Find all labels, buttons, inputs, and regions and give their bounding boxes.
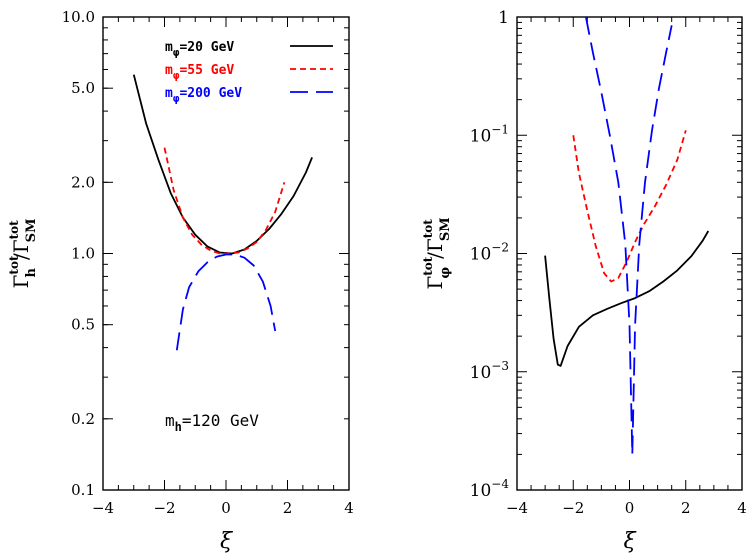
y-tick-label: 1 — [498, 8, 509, 28]
legend-label-part: φ — [173, 69, 180, 82]
x-tick-label: 4 — [737, 499, 747, 517]
y-tick-base: 10 — [470, 245, 492, 265]
y-axis-label-part: h — [24, 267, 39, 277]
y-tick-base: 10 — [470, 481, 492, 501]
y-tick-label: 5.0 — [71, 79, 95, 97]
y-tick-label: 1.0 — [71, 245, 95, 263]
y-tick-exponent: −1 — [491, 122, 509, 136]
x-tick-label: 0 — [221, 499, 231, 517]
legend-label-part: =200 GeV — [179, 86, 242, 101]
y-axis-label-part: SM — [24, 219, 39, 243]
y-axis-label-part: tot — [421, 219, 435, 239]
legend-label-part: =20 GeV — [179, 40, 234, 55]
y-tick-label: 0.5 — [71, 316, 95, 334]
series-line-1 — [163, 147, 286, 255]
series-line-2 — [585, 17, 673, 456]
y-tick-base: 10 — [470, 126, 492, 146]
x-axis-label: ξ — [220, 529, 234, 554]
plot-frame — [516, 16, 743, 491]
x-tick-label: −4 — [92, 499, 114, 517]
y-tick-label: 10−2 — [470, 241, 509, 265]
annotation: mh=120 GeV — [165, 411, 259, 434]
y-tick-exponent: −3 — [491, 359, 509, 373]
x-axis-label: ξ — [623, 529, 637, 554]
legend-label-part: φ — [173, 46, 180, 59]
x-tick-label: 2 — [283, 499, 293, 517]
x-tick-label: −4 — [506, 499, 528, 517]
x-tick-label: −2 — [153, 499, 175, 517]
legend-label: mφ=200 GeV — [165, 86, 242, 105]
y-tick-label: 0.2 — [71, 410, 95, 428]
y-axis-label-part: /Γ — [9, 239, 33, 260]
y-tick-base: 1 — [498, 8, 509, 28]
annotation-part: m — [165, 411, 175, 430]
y-axis-label-part: /Γ — [423, 238, 447, 259]
y-axis-label-part: tot — [7, 220, 21, 240]
legend-label-part: m — [165, 63, 173, 78]
y-tick-label: 10−4 — [470, 477, 510, 501]
y-axis-label-part: Γ — [9, 274, 33, 288]
annotation-part: =120 GeV — [182, 411, 259, 430]
x-tick-label: 4 — [344, 499, 354, 517]
series-line-2 — [175, 253, 277, 351]
legend-label: mφ=20 GeV — [165, 40, 234, 59]
y-tick-label: 10−1 — [470, 122, 509, 146]
x-tick-label: 2 — [681, 499, 691, 517]
y-tick-label: 10.0 — [62, 8, 95, 26]
legend-label-part: m — [165, 86, 173, 101]
series-line-0 — [132, 74, 313, 255]
series-line-0 — [544, 230, 710, 367]
series-group — [544, 17, 710, 456]
x-tick-label: −2 — [562, 499, 584, 517]
y-axis-label-part: tot — [421, 256, 435, 276]
legend-label-part: m — [165, 40, 173, 55]
y-axis-label-part: φ — [438, 267, 453, 279]
series-line-1 — [572, 130, 687, 283]
x-tick-label: 0 — [625, 499, 635, 517]
series-group — [132, 74, 313, 351]
y-tick-exponent: −4 — [491, 477, 509, 491]
y-tick-base: 10 — [470, 363, 492, 383]
y-axis-label-part: Γ — [423, 276, 447, 290]
legend-label-part: =55 GeV — [179, 63, 234, 78]
y-axis-label-part: SM — [438, 217, 453, 241]
y-tick-label: 10−3 — [470, 359, 509, 383]
y-tick-exponent: −2 — [491, 241, 509, 255]
y-axis-label: Γtot φ/Γtot SM — [421, 217, 453, 289]
annotation-part: h — [175, 420, 182, 434]
legend-label-part: φ — [173, 92, 180, 105]
y-axis-label-part: tot — [7, 255, 21, 275]
y-tick-label: 2.0 — [71, 173, 95, 191]
y-tick-label: 0.1 — [71, 481, 95, 499]
y-axis-label: Γtot h/Γtot SM — [7, 219, 39, 289]
legend-label: mφ=55 GeV — [165, 63, 234, 82]
